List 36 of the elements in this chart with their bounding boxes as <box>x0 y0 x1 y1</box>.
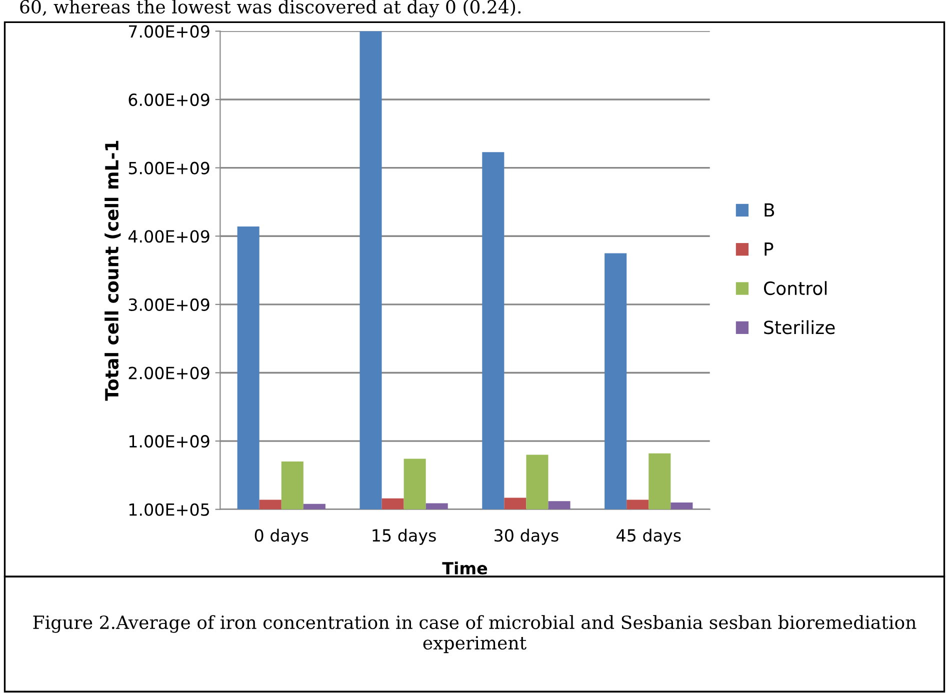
y-tick-label: 4.00E+09 <box>128 230 210 243</box>
bar <box>237 226 260 510</box>
bar <box>303 504 326 510</box>
y-tick-label: 5.00E+09 <box>128 162 210 174</box>
y-tick-label: 7.00E+09 <box>129 25 210 38</box>
y-tick-label: 2.00E+09 <box>128 366 210 380</box>
y-axis-title: Total cell count (cell mL-1 <box>104 140 121 401</box>
bar <box>548 501 570 510</box>
x-tick-label: 0 days <box>254 528 308 545</box>
bar <box>504 498 526 510</box>
x-axis-title: Time <box>442 562 488 574</box>
bar <box>482 152 504 510</box>
legend-label: B <box>764 203 774 217</box>
bar <box>259 500 282 510</box>
bar <box>404 458 426 510</box>
bar <box>648 453 671 510</box>
bar <box>382 498 404 510</box>
bar <box>281 462 304 510</box>
y-tick-label: 1.00E+05 <box>129 503 209 516</box>
y-tick-label: 1.00E+09 <box>129 435 210 448</box>
caption: Figure 2.Average of iron concentration in case of microbial and Sesbania sesban bioremediation experiment <box>33 615 916 654</box>
text: 60, whereas the lowest was discovered at day 0 (0.24). <box>20 0 521 18</box>
y-tick-label: 3.00E+09 <box>128 298 210 311</box>
legend-label: Control <box>764 281 827 296</box>
bar <box>670 502 693 510</box>
legend-label: Sterilize <box>764 320 835 334</box>
x-tick-label: 30 days <box>494 528 558 545</box>
bar <box>426 503 448 510</box>
x-tick-label: 45 days <box>616 528 681 545</box>
bar <box>604 253 627 510</box>
bar <box>626 500 649 510</box>
y-tick-label: 6.00E+09 <box>128 93 210 106</box>
bar <box>360 31 382 510</box>
legend-label: P <box>764 242 774 256</box>
bar <box>526 454 548 510</box>
x-tick-label: 15 days <box>372 528 436 545</box>
